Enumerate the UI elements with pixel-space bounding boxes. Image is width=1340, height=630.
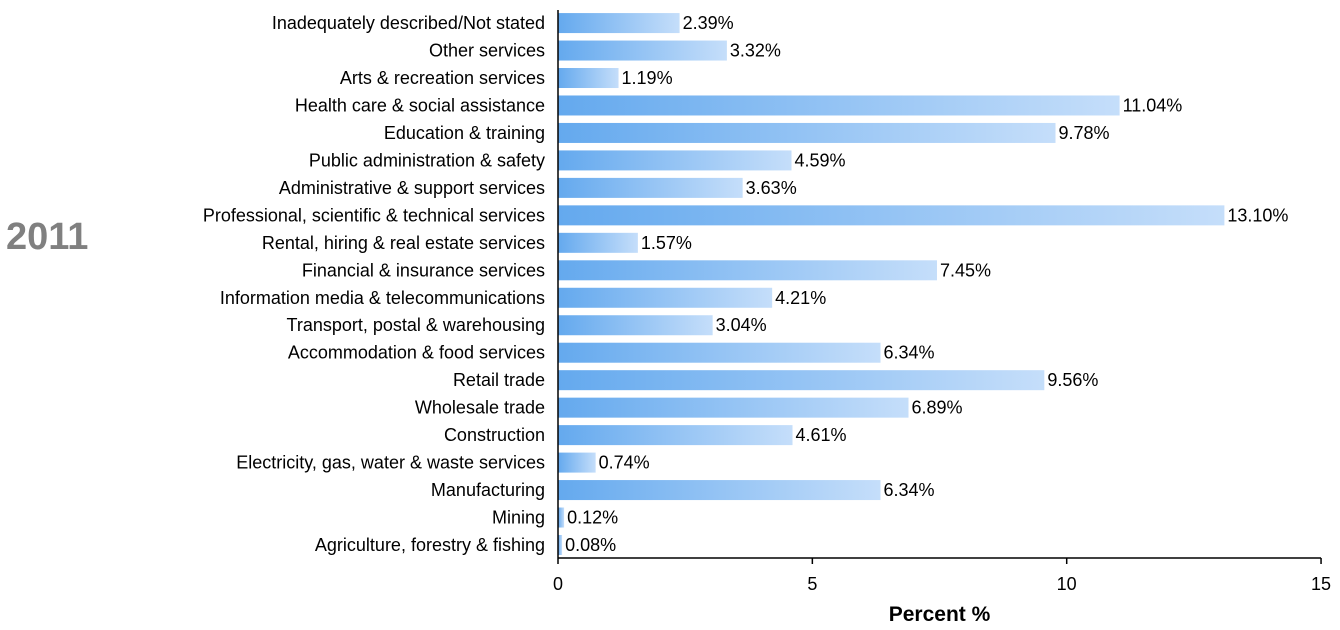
category-label-other-services: Other services xyxy=(429,41,545,61)
bar-financial-insurance-services xyxy=(558,260,937,281)
value-label-construction: 4.61% xyxy=(796,425,847,445)
category-label-agriculture-forestry-fishing: Agriculture, forestry & fishing xyxy=(315,535,545,555)
category-label-mining: Mining xyxy=(492,508,545,528)
category-labels-layer: Agriculture, forestry & fishing Mining Man… xyxy=(203,13,545,555)
x-tick-label-5: 5 xyxy=(807,574,817,594)
bar-mining xyxy=(558,507,565,528)
x-axis-title: Percent % xyxy=(889,603,991,626)
bar-public-administration-safety xyxy=(558,150,792,171)
value-label-administrative-support-services: 3.63% xyxy=(746,178,797,198)
axes-layer xyxy=(557,10,1322,559)
value-label-inadequately-described-not-stated: 2.39% xyxy=(683,13,734,33)
bar-manufacturing xyxy=(558,480,881,501)
value-labels-layer: 0.08% 0.12% 6.34% 0.74% 4.61% 6.89% 9.56% 6.34%… xyxy=(565,13,1288,555)
bar-health-care-social-assistance xyxy=(558,95,1120,116)
value-label-arts-recreation-services: 1.19% xyxy=(622,68,673,88)
value-label-health-care-social-assistance: 11.04% xyxy=(1123,95,1183,115)
bar-transport-postal-warehousing xyxy=(558,315,713,336)
bar-inadequately-described-not-stated xyxy=(558,13,680,34)
bar-agriculture-forestry-fishing xyxy=(558,535,563,555)
category-label-education-training: Education & training xyxy=(384,123,545,143)
value-label-financial-insurance-services: 7.45% xyxy=(940,260,991,280)
value-label-rental-hiring-real-estate-services: 1.57% xyxy=(641,233,692,253)
value-label-professional-scientific-technical-services: 13.10% xyxy=(1227,205,1288,225)
bars-layer xyxy=(558,13,1225,555)
value-label-transport-postal-warehousing: 3.04% xyxy=(716,315,767,335)
bar-construction xyxy=(558,425,793,446)
category-label-financial-insurance-services: Financial & insurance services xyxy=(302,260,545,280)
x-tick-label-10: 10 xyxy=(1057,574,1077,594)
category-label-accommodation-food-services: Accommodation & food services xyxy=(288,343,545,363)
category-label-manufacturing: Manufacturing xyxy=(431,480,545,500)
value-label-public-administration-safety: 4.59% xyxy=(794,150,845,170)
category-label-arts-recreation-services: Arts & recreation services xyxy=(340,68,545,88)
bar-education-training xyxy=(558,122,1056,143)
bar-accommodation-food-services xyxy=(558,342,881,363)
value-label-electricity-gas-water-waste-services: 0.74% xyxy=(599,453,650,473)
value-label-information-media-telecommunications: 4.21% xyxy=(775,288,826,308)
bar-professional-scientific-technical-services xyxy=(558,205,1225,226)
category-label-administrative-support-services: Administrative & support services xyxy=(279,178,545,198)
category-label-electricity-gas-water-waste-services: Electricity, gas, water & waste services xyxy=(236,453,545,473)
category-label-professional-scientific-technical-services: Professional, scientific & technical ser… xyxy=(203,205,545,225)
bar-administrative-support-services xyxy=(558,177,743,198)
value-label-retail-trade: 9.56% xyxy=(1047,370,1098,390)
x-tick-label-0: 0 xyxy=(553,574,563,594)
bar-information-media-telecommunications xyxy=(558,287,773,308)
bar-arts-recreation-services xyxy=(558,68,619,89)
value-label-wholesale-trade: 6.89% xyxy=(911,398,962,418)
category-label-inadequately-described-not-stated: Inadequately described/Not stated xyxy=(272,13,545,33)
category-label-transport-postal-warehousing: Transport, postal & warehousing xyxy=(287,315,545,335)
category-label-information-media-telecommunications: Information media & telecommunications xyxy=(220,288,545,308)
value-label-education-training: 9.78% xyxy=(1059,123,1110,143)
value-label-other-services: 3.32% xyxy=(730,41,781,61)
bar-other-services xyxy=(558,40,727,61)
category-label-public-administration-safety: Public administration & safety xyxy=(309,150,545,170)
category-label-health-care-social-assistance: Health care & social assistance xyxy=(295,95,545,115)
bar-retail-trade xyxy=(558,370,1045,391)
value-label-agriculture-forestry-fishing: 0.08% xyxy=(565,535,616,555)
value-label-accommodation-food-services: 6.34% xyxy=(884,343,935,363)
x-tick-label-15: 15 xyxy=(1311,574,1331,594)
x-ticks-layer: 0 5 10 15 xyxy=(553,558,1331,594)
bar-rental-hiring-real-estate-services xyxy=(558,232,638,253)
category-label-wholesale-trade: Wholesale trade xyxy=(415,398,545,418)
category-label-retail-trade: Retail trade xyxy=(453,370,545,390)
value-label-manufacturing: 6.34% xyxy=(884,480,935,500)
value-label-mining: 0.12% xyxy=(567,508,618,528)
category-label-rental-hiring-real-estate-services: Rental, hiring & real estate services xyxy=(262,233,545,253)
category-label-construction: Construction xyxy=(444,425,545,445)
bar-wholesale-trade xyxy=(558,397,909,418)
bar-electricity-gas-water-waste-services xyxy=(558,452,596,473)
year-label: 2011 xyxy=(6,216,88,258)
